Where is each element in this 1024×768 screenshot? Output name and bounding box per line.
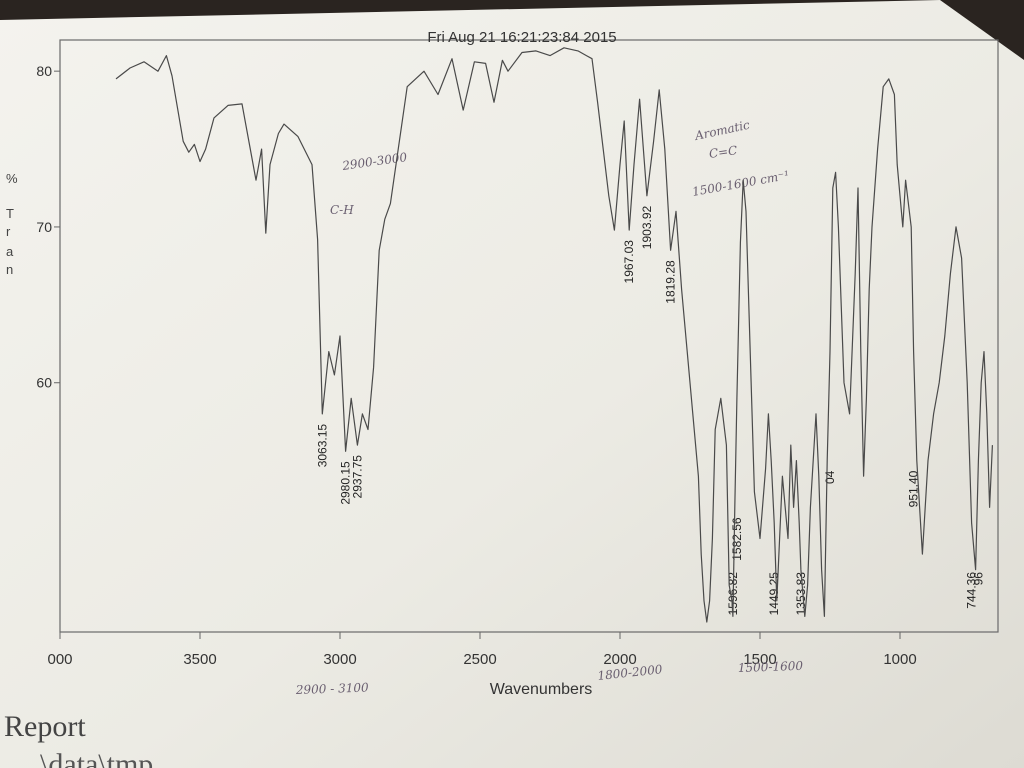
plot-frame [59,39,999,633]
chart-title: Fri Aug 21 16:21:23:84 2015 [427,29,616,46]
peak-label: 04 [823,470,837,484]
y-tick-label: 60 [36,375,52,391]
handwritten-note: C=C [708,143,738,161]
handwritten-note: 1800-2000 [597,662,664,683]
report-path: \data\tmp [40,748,153,768]
peak-label: 1449.25 [767,572,781,616]
x-tick-label: 2500 [463,651,496,668]
y-tick-label: 80 [36,63,52,79]
peak-label: 1819.28 [664,260,678,304]
peak-label: 1903.92 [640,205,654,249]
y-axis-label: % T r a n [6,171,18,277]
handwritten-note: 2900 - 3100 [295,680,370,697]
peak-label: 1967.03 [622,240,636,284]
handwritten-note: 1500-1600 [738,659,804,675]
peak-label: 2937.75 [350,455,364,499]
handwritten-note: C-H [330,203,354,217]
x-tick-label: 1500 [743,651,776,668]
x-axis-label: Wavenumbers [490,681,593,698]
y-label-char: n [6,262,13,277]
x-tick-label: 1000 [883,651,916,668]
peak-label: 96 [971,572,985,586]
y-tick-label: 70 [36,219,52,235]
y-label-char: a [6,244,14,259]
peak-label: 744.36 [965,572,979,609]
x-tick-label: 000 [47,651,72,668]
spectrum-line [115,47,993,623]
peak-label: 1582.56 [730,517,744,561]
x-tick-label: 2000 [603,651,636,668]
peak-label: 1353.83 [794,572,808,616]
x-tick-label: 3000 [323,651,356,668]
report-label: Report [4,710,86,743]
peak-label: 3063.15 [315,424,329,468]
peak-label: 2980.15 [339,461,353,505]
x-tick-label: 3500 [183,651,216,668]
peak-label: 951.40 [907,470,921,507]
y-label-char: % [6,171,18,186]
y-label-char: r [6,224,11,239]
y-label-char: T [6,206,14,221]
